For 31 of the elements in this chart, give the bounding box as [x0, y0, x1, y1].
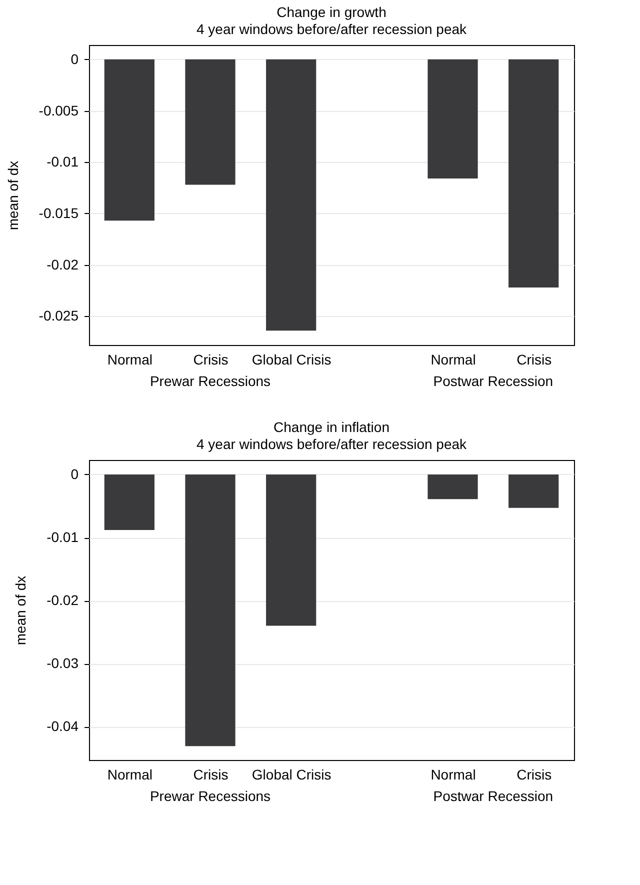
x-tick-label: Crisis [516, 352, 552, 368]
y-tick-label: 0 [70, 50, 79, 67]
chart-subtitle: 4 year windows before/after recession peak [196, 436, 468, 452]
y-axis-title: mean of dx [12, 576, 29, 646]
y-tick-label: 0 [70, 466, 79, 482]
x-tick-label: Normal [107, 766, 152, 782]
x-tick-label: Normal [430, 766, 476, 782]
y-tick-label: -0.02 [46, 592, 79, 608]
x-tick-label: Crisis [193, 766, 228, 782]
y-tick-label: -0.01 [46, 529, 79, 546]
chart-subtitle: 4 year windows before/after recession peak [196, 21, 468, 37]
y-tick-label: -0.04 [46, 718, 79, 734]
x-tick-label: Normal [107, 352, 152, 368]
y-tick-label: -0.015 [38, 204, 79, 221]
text: Prewar Recessions [150, 373, 271, 389]
y-tick-label: -0.025 [38, 308, 79, 324]
chart-title: Change in inflation [274, 419, 390, 435]
y-tick-label: -0.03 [46, 655, 79, 672]
x-tick-label: Normal [430, 352, 476, 368]
x-tick-label: Global Crisis [252, 352, 332, 368]
text: Prewar Recessions [150, 788, 271, 804]
y-tick-label: -0.01 [46, 154, 79, 170]
text: Postwar Recession [433, 788, 554, 804]
x-tick-label: Global Crisis [252, 766, 332, 782]
x-tick-label: Crisis [193, 352, 228, 368]
chart-title: Change in growth [276, 4, 386, 20]
y-tick-label: -0.02 [46, 256, 79, 272]
text: Postwar Recession [433, 373, 554, 389]
y-tick-label: -0.005 [38, 102, 79, 118]
y-axis-title: mean of dx [4, 160, 21, 230]
x-tick-label: Crisis [516, 766, 552, 782]
